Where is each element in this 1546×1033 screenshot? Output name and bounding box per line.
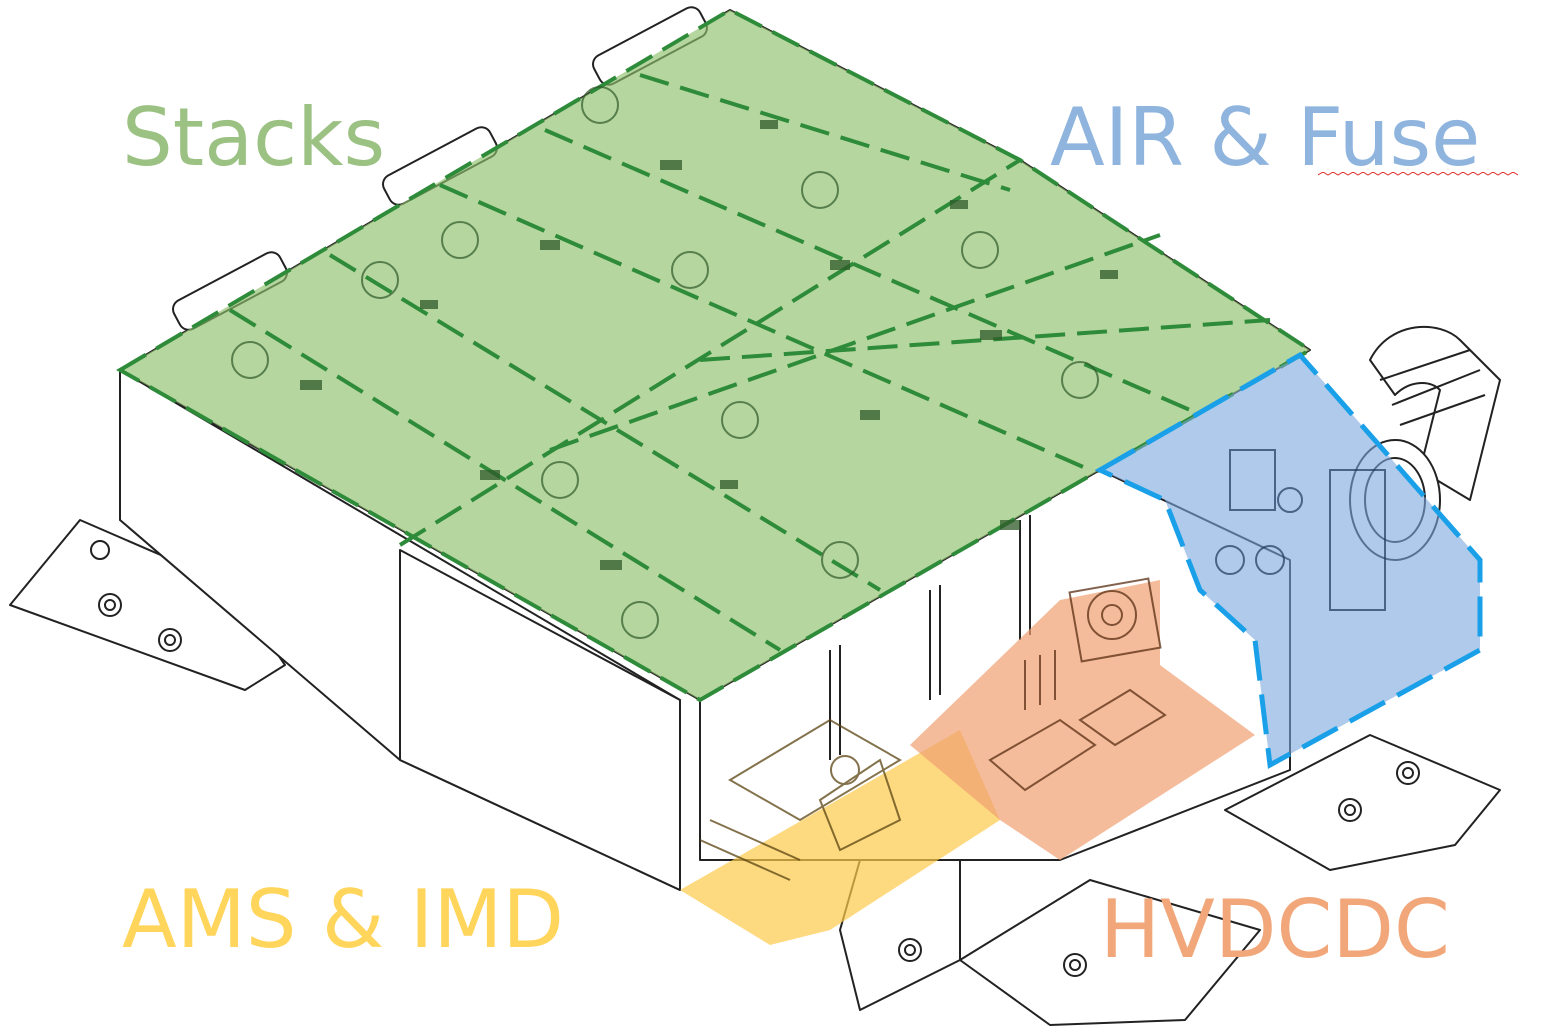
air-fuse-region <box>1094 351 1483 769</box>
stacks-label: Stacks <box>122 91 386 184</box>
bottom-mounting-foot <box>959 879 1261 1026</box>
air-fuse-label: AIR & Fuse <box>1050 91 1481 184</box>
ams-imd-label: AMS & IMD <box>122 873 564 966</box>
stacks-region <box>116 7 1314 703</box>
ams-imd-region <box>680 730 1000 945</box>
hvdcdc-components <box>988 577 1167 792</box>
spellcheck-underline <box>1318 172 1518 176</box>
hvdcdc-label: HVDCDC <box>1100 883 1450 976</box>
right-mounting-foot <box>1224 734 1501 871</box>
ams-imd-components <box>699 718 902 881</box>
mounting-bolt-icon <box>90 540 1420 977</box>
air-fuse-components <box>1215 449 1386 611</box>
cooling-fan-icon <box>1068 577 1162 663</box>
hvdcdc-region <box>910 580 1255 860</box>
